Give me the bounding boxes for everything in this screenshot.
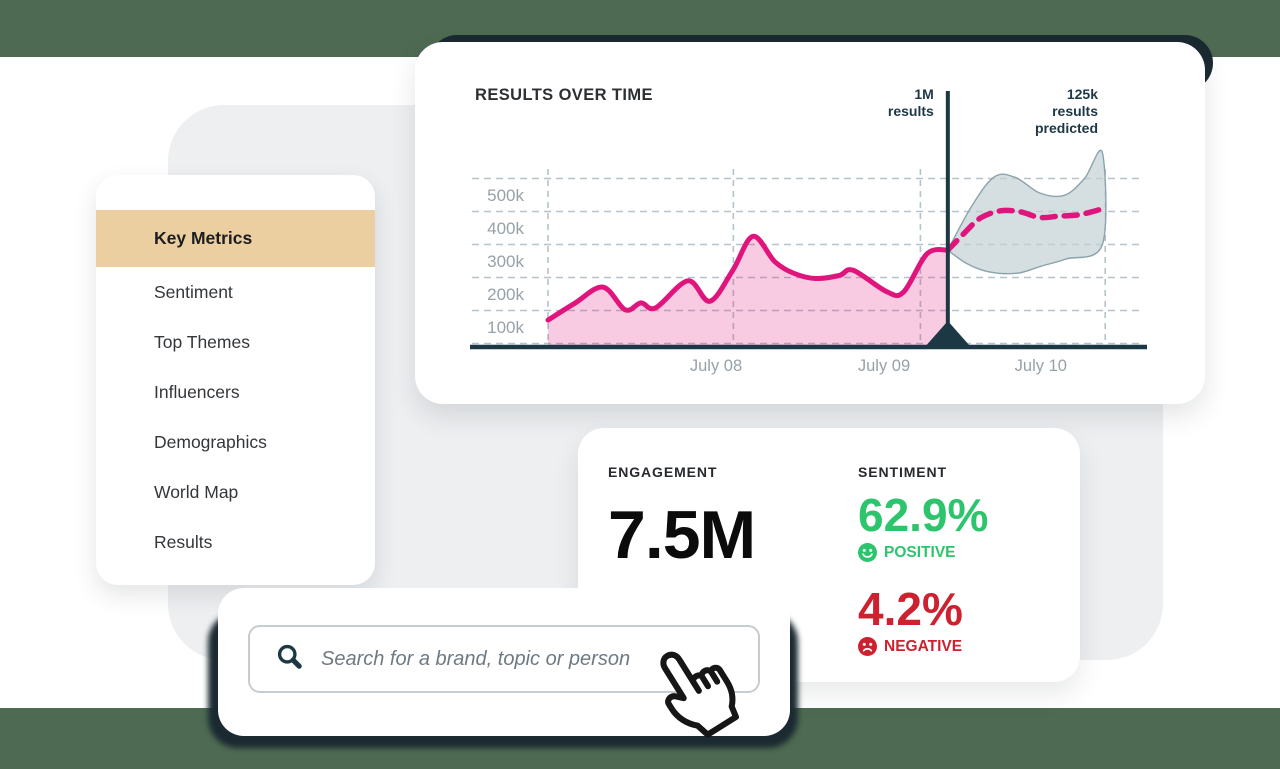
svg-text:100k: 100k [487,318,524,337]
svg-text:500k: 500k [487,186,524,205]
sidebar-item-sentiment[interactable]: Sentiment [154,282,233,302]
search-input[interactable] [319,646,723,672]
svg-text:200k: 200k [487,285,524,304]
search-icon [276,643,303,675]
svg-text:July 09: July 09 [858,357,910,375]
sidebar-item-top-themes[interactable]: Top Themes [154,332,250,352]
sidebar-item-demographics[interactable]: Demographics [154,432,267,452]
negative-label: NEGATIVE [884,637,963,655]
negative-row: NEGATIVE [858,637,988,656]
sidebar-item-results[interactable]: Results [154,532,213,552]
hand-pointer-cursor-icon [650,639,746,748]
svg-text:July 10: July 10 [1015,357,1067,375]
negative-value: 4.2% [858,583,963,635]
sidebar-item-list: Key Metrics Sentiment Top Themes Influencer… [96,210,375,567]
results-over-time-chart: 500k 400k 300k 200k 100k July 08 July 09 July 1… [470,86,1147,375]
engagement-label: ENGAGEMENT [608,464,718,480]
sentiment-block: SENTIMENT 62.9% POSITIVE 4.2% NEGATIVE [858,464,988,682]
positive-row: POSITIVE [858,543,988,562]
engagement-block: ENGAGEMENT 7.5M [608,464,858,682]
engagement-value: 7.5M [608,497,756,573]
sentiment-label: SENTIMENT [858,464,947,480]
sidebar-item-key-metrics[interactable]: Key Metrics [96,210,375,267]
svg-text:400k: 400k [487,219,524,238]
search-card [218,588,790,738]
sidebar-item-influencers[interactable]: Influencers [154,382,240,402]
sidebar-item-world-map[interactable]: World Map [154,482,239,502]
svg-text:300k: 300k [487,252,524,271]
results-over-time-card: RESULTS OVER TIME 500k 400k 300k 200k 100k Ju… [415,42,1205,404]
sidebar-menu: Key Metrics Sentiment Top Themes Influencer… [96,175,375,585]
frown-face-icon [858,637,877,656]
positive-label: POSITIVE [884,543,956,561]
smiley-face-icon [858,543,877,562]
svg-text:July 08: July 08 [690,357,742,375]
chart-title: RESULTS OVER TIME [475,86,653,104]
positive-value: 62.9% [858,489,989,541]
